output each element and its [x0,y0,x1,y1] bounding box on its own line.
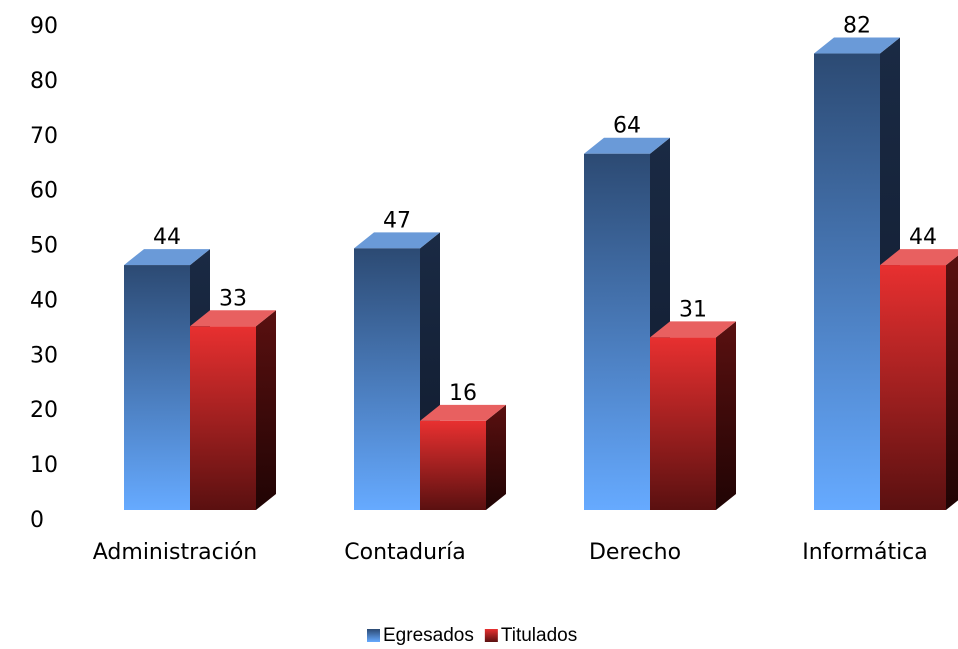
bar-front [650,337,716,510]
x-tick-label: Contaduría [344,540,465,565]
legend-swatch [367,629,380,642]
bar [354,232,440,510]
bar [190,310,276,510]
y-tick-label: 70 [30,124,58,149]
value-label: 44 [153,225,181,250]
legend-label: Egresados [383,625,474,646]
bar [420,404,506,510]
value-label: 31 [679,297,707,322]
value-label: 64 [613,114,641,139]
x-tick-label: Informática [802,540,928,565]
y-tick-label: 80 [30,69,58,94]
y-tick-label: 60 [30,179,58,204]
bar-front [354,248,420,510]
bar-side [716,321,736,510]
bar-front [814,53,880,511]
value-label: 16 [449,381,477,406]
bar-top [354,232,440,249]
bar [880,249,958,510]
bar-front [124,265,190,510]
bar-front [420,420,486,510]
bar-front [190,326,256,510]
value-label: 47 [383,208,411,233]
bar-side [486,404,506,510]
legend-swatch [484,629,498,642]
bar [650,321,736,510]
bar-top [584,137,670,154]
bar-top [420,404,506,421]
value-label: 82 [843,14,871,39]
x-tick-label: Derecho [589,540,681,565]
y-tick-label: 90 [30,14,58,39]
bar-front [880,265,946,510]
legend-label: Titulados [501,625,577,646]
y-tick-label: 0 [30,508,44,533]
bar-front [584,153,650,510]
bar-side [256,310,276,510]
value-label: 33 [219,286,247,311]
bar-top [190,310,276,327]
y-tick-label: 10 [30,453,58,478]
y-tick-label: 40 [30,288,58,313]
bar-top [650,321,736,338]
y-tick-label: 20 [30,398,58,423]
y-tick-label: 50 [30,234,58,259]
bar-top [880,249,958,266]
bar-side [946,255,958,510]
y-tick-label: 30 [30,343,58,368]
x-tick-label: Administración [93,540,257,565]
bar-top [814,37,900,54]
value-label: 44 [909,225,937,250]
bar-top [124,249,210,266]
